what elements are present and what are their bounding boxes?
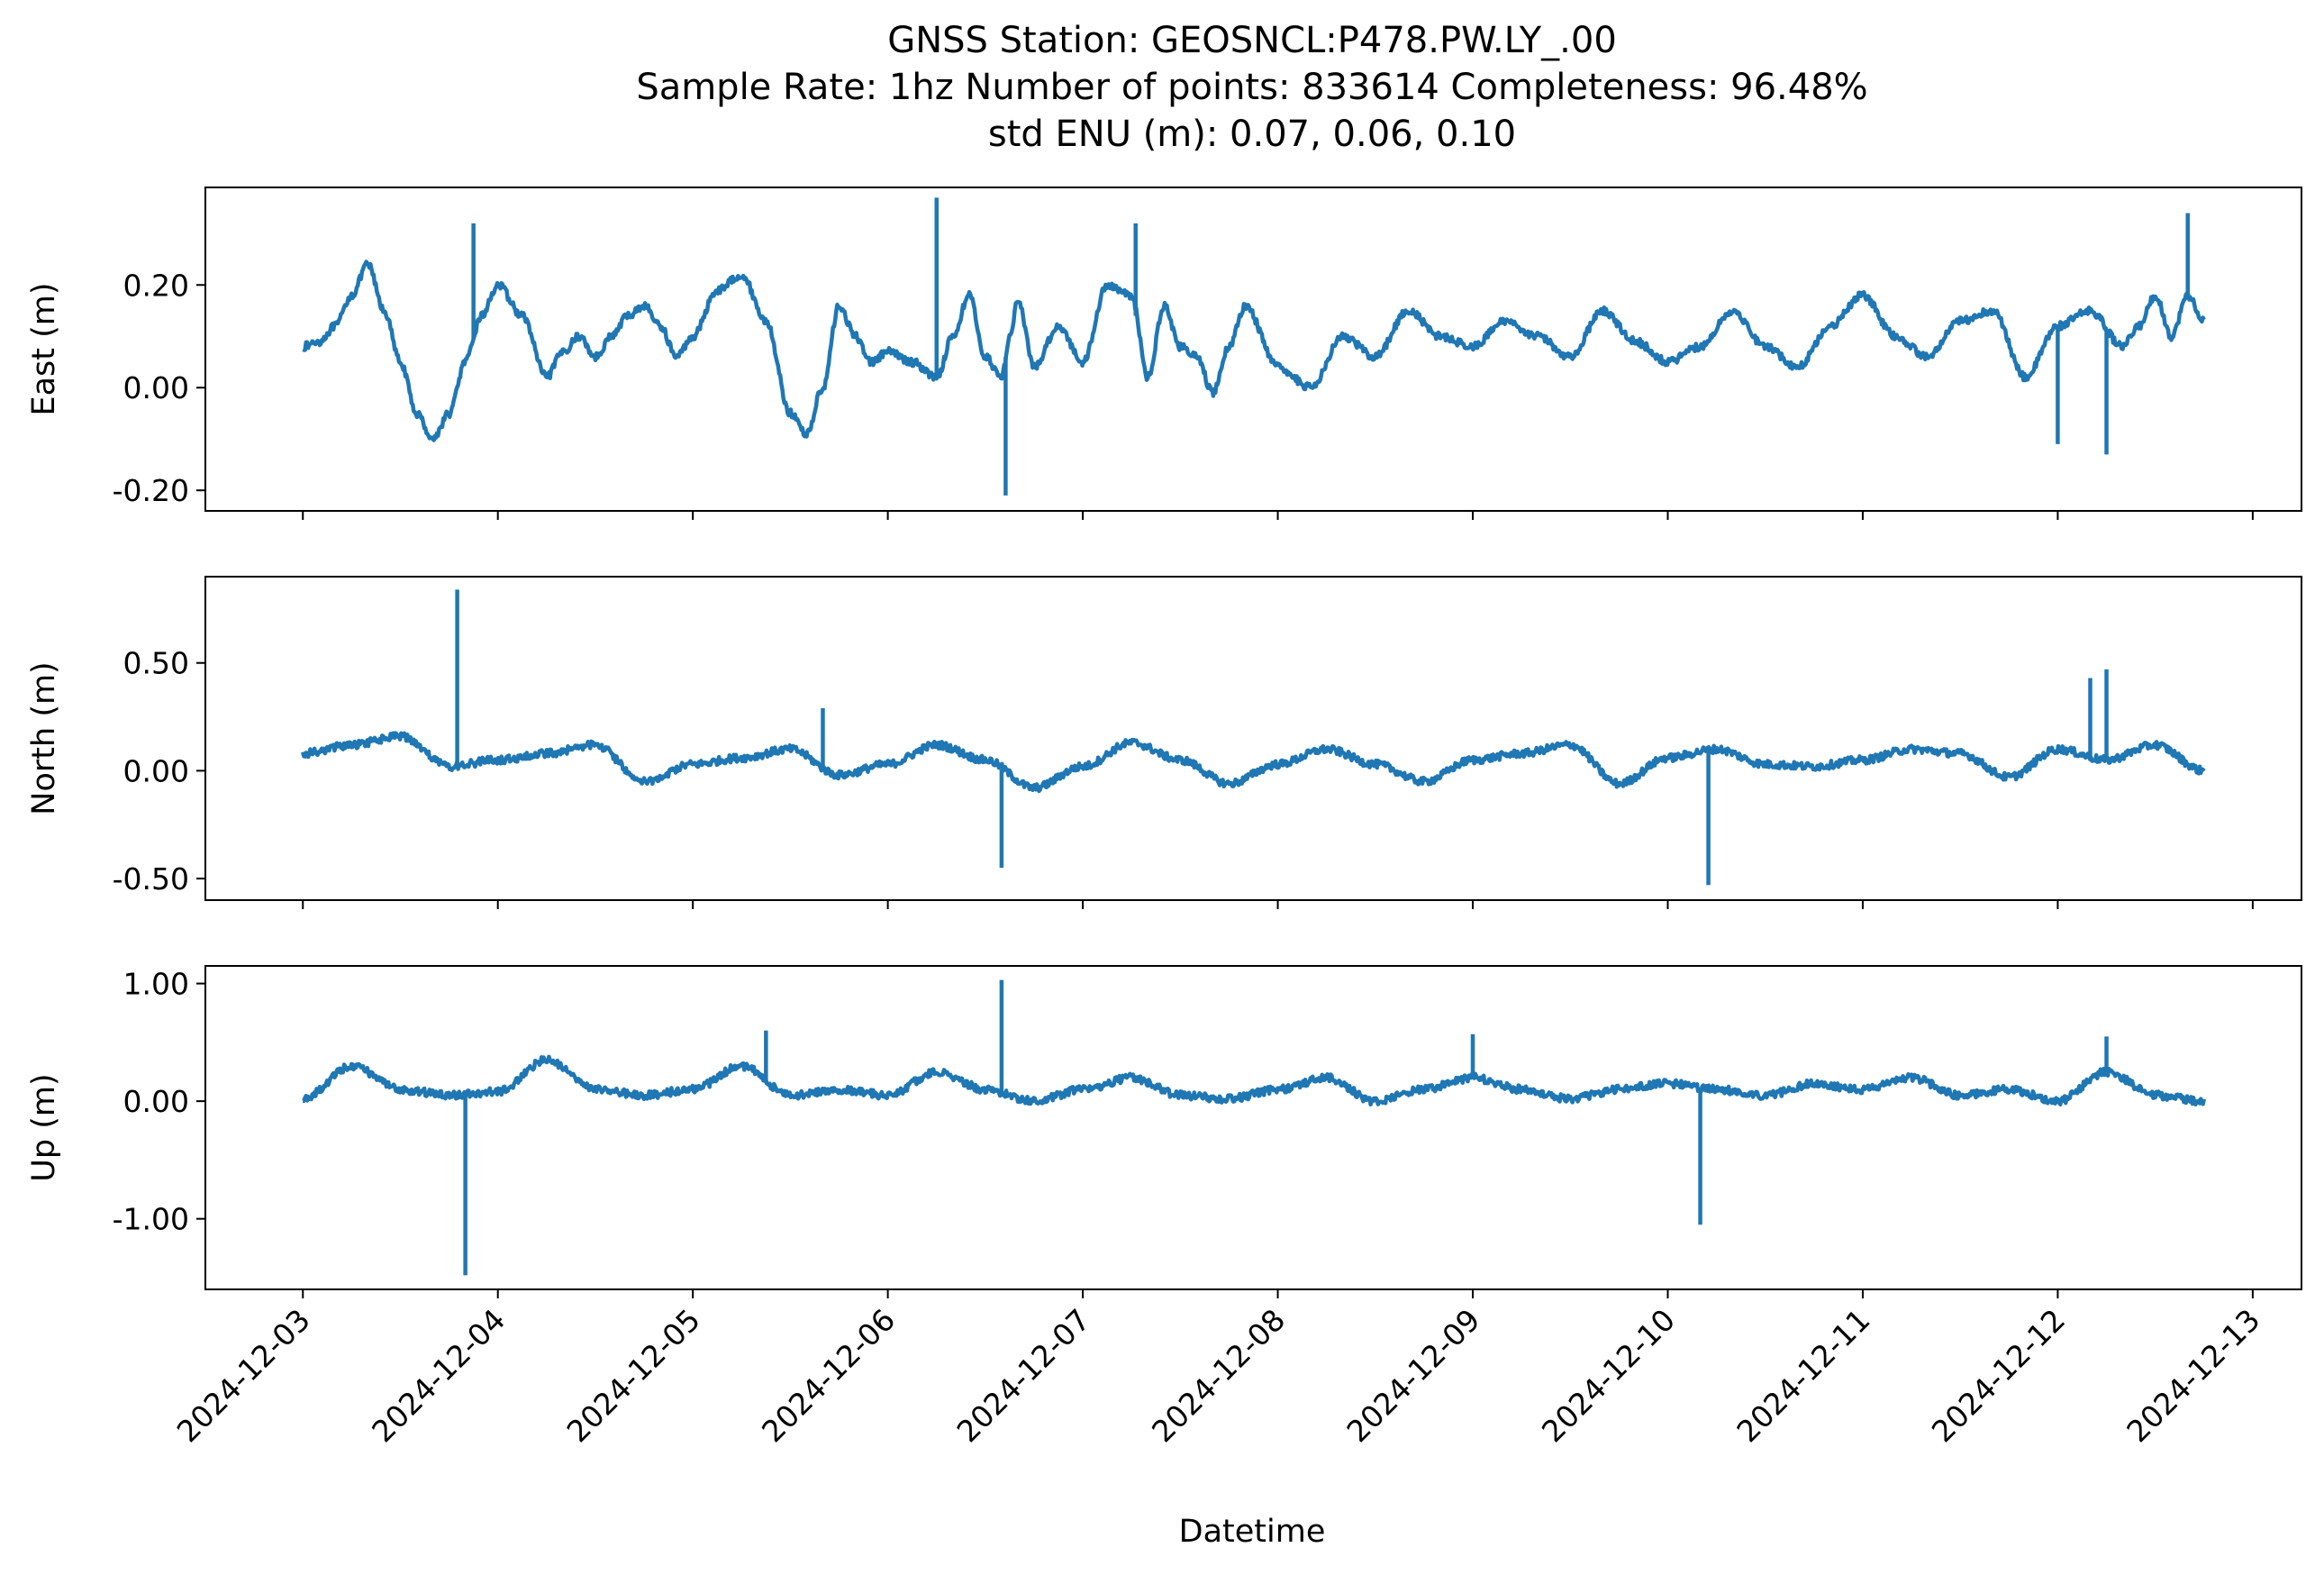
east-panel: -0.20 0.00 0.20 East (m) <box>26 187 2302 520</box>
up-ytick-label-2: 0.00 <box>123 1084 189 1119</box>
title-line-2: Sample Rate: 1hz Number of points: 83361… <box>636 67 1867 108</box>
north-ytick-label-2: 0.00 <box>123 753 189 788</box>
up-ytick-label-1: -1.00 <box>113 1202 189 1237</box>
north-ytick-label-3: 0.50 <box>123 646 189 681</box>
north-axes-frame <box>204 576 2302 901</box>
east-ytick-label-2: 0.00 <box>123 370 189 405</box>
east-axes-frame <box>204 187 2302 512</box>
east-ytick-label-3: 0.20 <box>123 268 189 303</box>
north-panel: -0.50 0.00 0.50 North (m) <box>26 576 2302 909</box>
east-ytick-label-1: -0.20 <box>113 473 189 508</box>
title-line-1: GNSS Station: GEOSNCL:P478.PW.LY_.00 <box>887 20 1617 61</box>
north-ylabel: North (m) <box>26 661 62 815</box>
north-ytick-label-1: -0.50 <box>113 861 189 897</box>
x-axis-label: Datetime <box>1179 1514 1326 1550</box>
east-ylabel: East (m) <box>26 282 62 415</box>
up-series-line <box>302 1054 2206 1107</box>
up-ylabel: Up (m) <box>26 1073 62 1181</box>
north-series-line <box>301 731 2206 794</box>
title-line-3: std ENU (m): 0.07, 0.06, 0.10 <box>988 114 1516 155</box>
east-series-line <box>302 259 2206 442</box>
up-ytick-label-3: 1.00 <box>123 967 189 1002</box>
up-axes-frame <box>204 965 2302 1290</box>
